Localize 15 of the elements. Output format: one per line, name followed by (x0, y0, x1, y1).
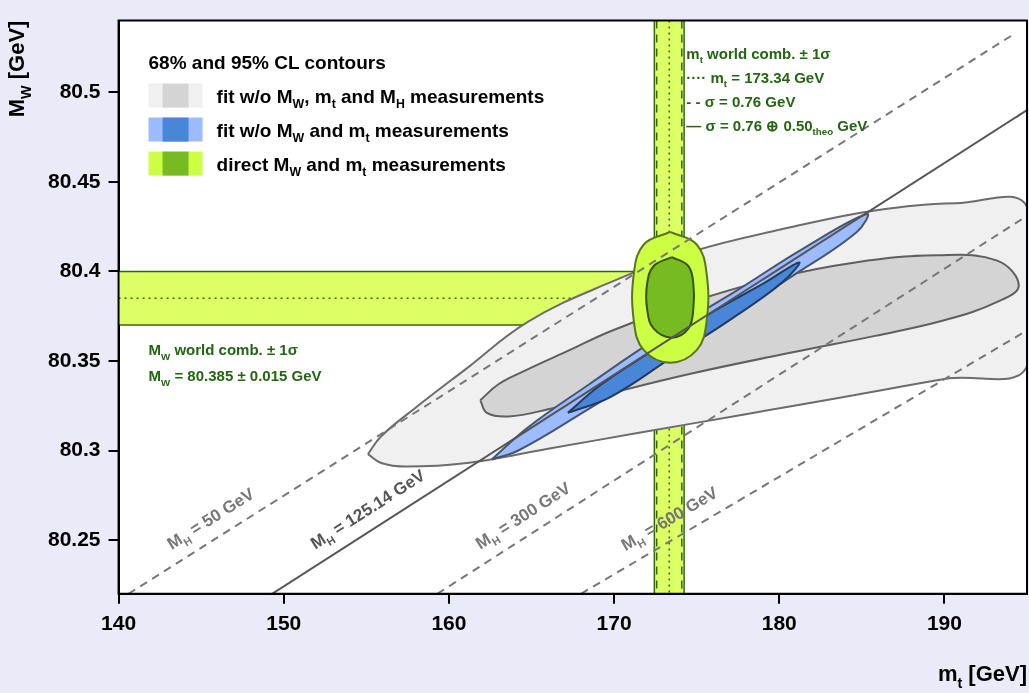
x-tick-label: 180 (761, 611, 797, 635)
x-tick-label: 170 (596, 611, 632, 635)
legend-title: 68% and 95% CL contours (148, 51, 386, 73)
y-tick-label: 80.25 (47, 526, 101, 550)
y-tick-label: 80.45 (47, 168, 101, 192)
x-tick-label: 160 (431, 611, 467, 635)
x-tick-label: 190 (926, 611, 962, 635)
annotation: - - σ = 0.76 GeV (686, 92, 796, 110)
x-tick-label: 150 (266, 611, 302, 635)
x-tick-label: 140 (101, 611, 137, 635)
y-tick-label: 80.35 (47, 347, 101, 371)
y-tick-label: 80.5 (59, 79, 101, 103)
y-axis-title: MW [GeV] (4, 20, 34, 118)
y-tick-label: 80.4 (59, 258, 101, 282)
y-tick-label: 80.3 (59, 437, 101, 461)
